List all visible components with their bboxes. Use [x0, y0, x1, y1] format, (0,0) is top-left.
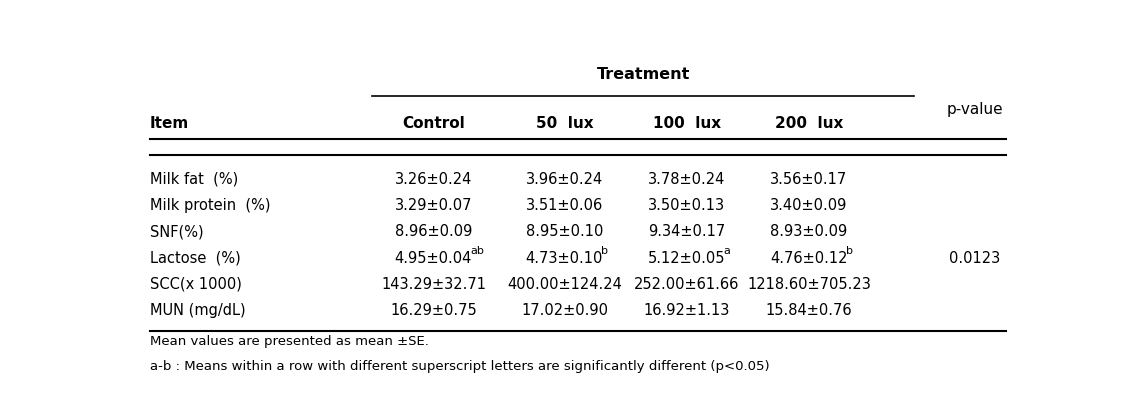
Text: 252.00±61.66: 252.00±61.66: [635, 277, 739, 292]
Text: Item: Item: [150, 116, 189, 131]
Text: 3.40±0.09: 3.40±0.09: [771, 198, 848, 213]
Text: Lactose  (%): Lactose (%): [150, 251, 240, 265]
Text: 3.78±0.24: 3.78±0.24: [648, 172, 726, 187]
Text: 15.84±0.76: 15.84±0.76: [765, 303, 852, 318]
Text: 3.50±0.13: 3.50±0.13: [648, 198, 726, 213]
Text: 9.34±0.17: 9.34±0.17: [648, 224, 726, 239]
Text: 3.96±0.24: 3.96±0.24: [526, 172, 603, 187]
Text: p-value: p-value: [947, 102, 1003, 117]
Text: 8.93±0.09: 8.93±0.09: [771, 224, 848, 239]
Text: 4.95±0.04: 4.95±0.04: [394, 251, 472, 265]
Text: 3.51±0.06: 3.51±0.06: [526, 198, 603, 213]
Text: 8.96±0.09: 8.96±0.09: [394, 224, 472, 239]
Text: SNF(%): SNF(%): [150, 224, 203, 239]
Text: Treatment: Treatment: [596, 67, 690, 82]
Text: 5.12±0.05: 5.12±0.05: [648, 251, 726, 265]
Text: 200  lux: 200 lux: [775, 116, 843, 131]
Text: 3.56±0.17: 3.56±0.17: [771, 172, 848, 187]
Text: a-b : Means within a row with different superscript letters are significantly di: a-b : Means within a row with different …: [150, 360, 770, 373]
Text: 400.00±124.24: 400.00±124.24: [507, 277, 622, 292]
Text: 1218.60±705.23: 1218.60±705.23: [747, 277, 871, 292]
Text: Mean values are presented as mean ±SE.: Mean values are presented as mean ±SE.: [150, 335, 428, 348]
Text: 0.0123: 0.0123: [949, 251, 1001, 265]
Text: 100  lux: 100 lux: [653, 116, 721, 131]
Text: 3.26±0.24: 3.26±0.24: [394, 172, 472, 187]
Text: 143.29±32.71: 143.29±32.71: [381, 277, 486, 292]
Text: Milk protein  (%): Milk protein (%): [150, 198, 270, 213]
Text: a: a: [724, 246, 730, 256]
Text: 4.73±0.10: 4.73±0.10: [526, 251, 603, 265]
Text: 17.02±0.90: 17.02±0.90: [521, 303, 607, 318]
Text: 3.29±0.07: 3.29±0.07: [394, 198, 472, 213]
Text: Control: Control: [402, 116, 464, 131]
Text: 16.29±0.75: 16.29±0.75: [390, 303, 477, 318]
Text: b: b: [601, 246, 609, 256]
Text: 50  lux: 50 lux: [535, 116, 593, 131]
Text: 16.92±1.13: 16.92±1.13: [644, 303, 730, 318]
Text: b: b: [845, 246, 853, 256]
Text: SCC(x 1000): SCC(x 1000): [150, 277, 241, 292]
Text: 8.95±0.10: 8.95±0.10: [526, 224, 603, 239]
Text: Milk fat  (%): Milk fat (%): [150, 172, 238, 187]
Text: ab: ab: [470, 246, 483, 256]
Text: 4.76±0.12: 4.76±0.12: [770, 251, 848, 265]
Text: MUN (mg/dL): MUN (mg/dL): [150, 303, 246, 318]
